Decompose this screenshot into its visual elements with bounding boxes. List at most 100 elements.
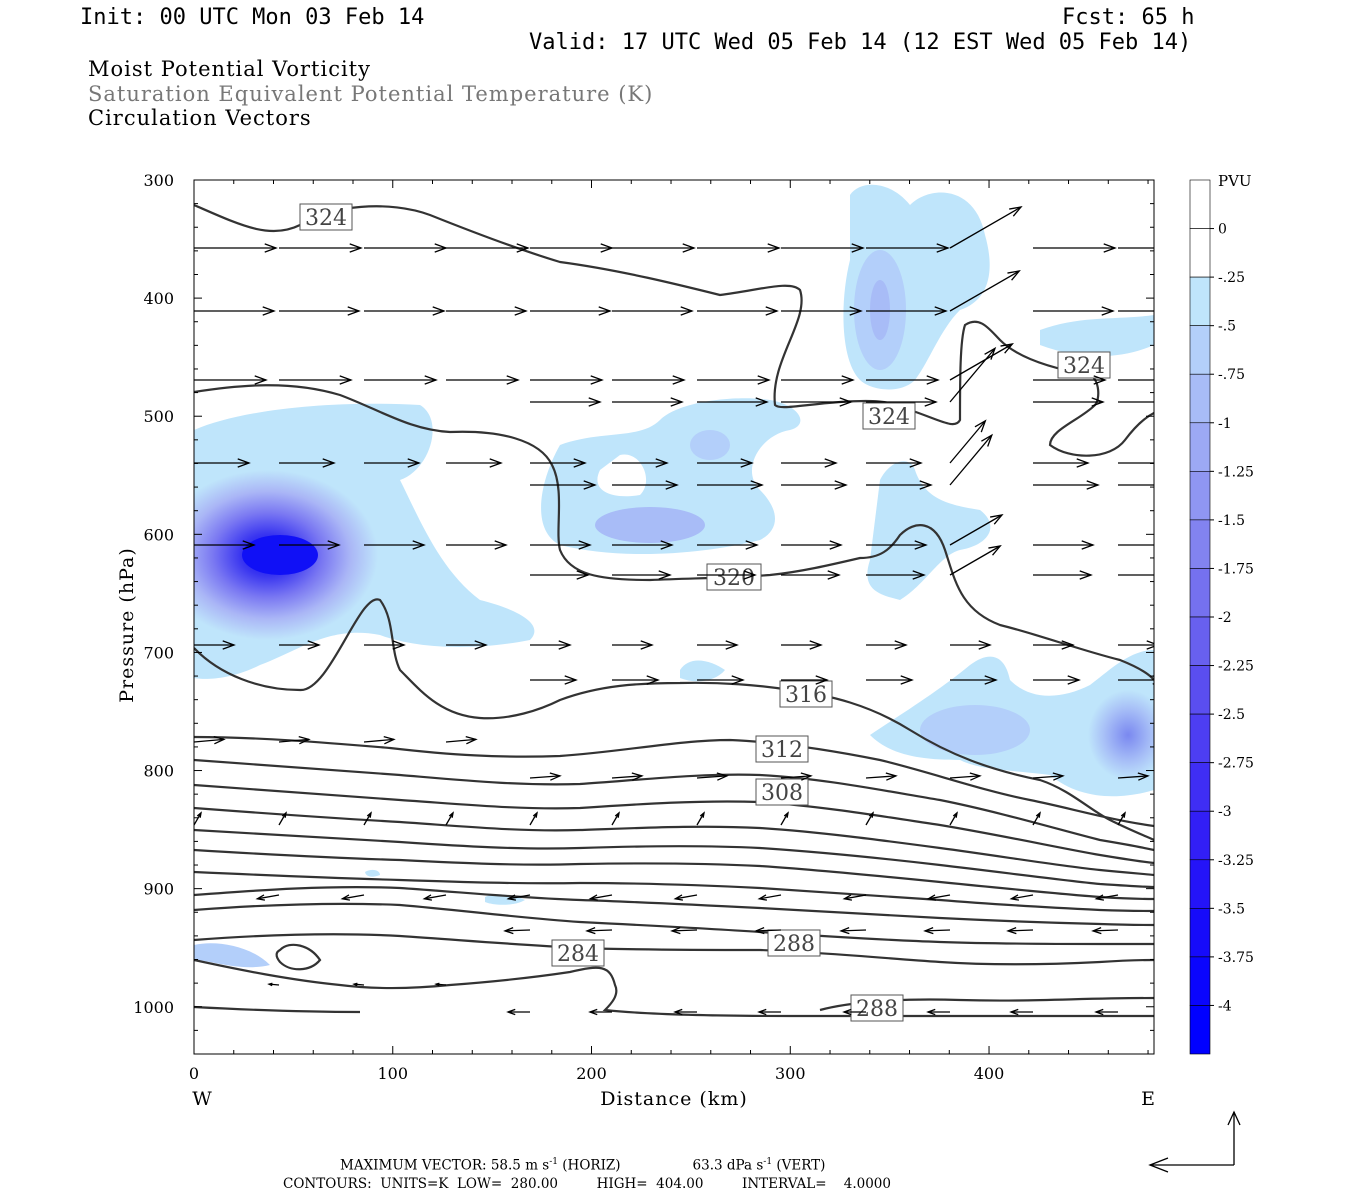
- vector-arrow: [1118, 640, 1154, 650]
- vector-arrow: [612, 640, 654, 650]
- vector-arrow: [612, 540, 674, 550]
- contour-label: 320: [706, 563, 762, 591]
- vector-arrow: [279, 640, 321, 650]
- vector-arrow: [279, 243, 363, 253]
- vector-arrow: [866, 480, 933, 490]
- contour-label: 324: [1057, 351, 1111, 379]
- vector-arrow: [530, 540, 592, 550]
- field-title-vectors: Circulation Vectors: [88, 106, 312, 130]
- vector-arrow: [950, 640, 992, 650]
- colorbar-swatch: [1189, 665, 1211, 715]
- vector-arrow: [697, 397, 769, 407]
- vector-arrow: [585, 926, 613, 935]
- colorbar-label: 0: [1218, 222, 1227, 238]
- vector-arrow: [434, 982, 447, 987]
- colorbar-label: -4: [1218, 998, 1232, 1014]
- vector-arrow: [866, 540, 928, 550]
- vector-arrow: [949, 772, 982, 781]
- colorbar-label: -3.5: [1218, 901, 1245, 917]
- vector-arrow: [949, 206, 1023, 249]
- colorbar-label: -1.75: [1218, 561, 1254, 577]
- vector-arrow: [445, 811, 454, 826]
- vector-arrow: [1118, 401, 1154, 403]
- vector-arrow: [612, 675, 660, 685]
- vector-arrow: [612, 458, 669, 468]
- vector-arrow: [446, 243, 530, 253]
- vector-arrow: [1117, 772, 1150, 781]
- vector-arrow: [949, 343, 1014, 381]
- vector-arrow: [780, 772, 813, 781]
- vector-arrow: [194, 306, 276, 316]
- vector-arrow: [446, 540, 508, 550]
- vector-arrow: [1033, 570, 1093, 580]
- vector-arrow: [1033, 540, 1095, 550]
- contour-label: 324: [862, 402, 916, 430]
- vector-arrow: [530, 640, 572, 650]
- colorbar-label: -.75: [1218, 367, 1245, 383]
- vector-arrow: [363, 736, 396, 745]
- vector-arrow: [697, 243, 781, 253]
- vector-arrow: [611, 811, 620, 826]
- vector-arrow: [949, 419, 987, 464]
- vector-arrow: [1094, 1008, 1118, 1016]
- colorbar-label: -.5: [1218, 319, 1236, 335]
- vector-arrow: [1009, 894, 1034, 901]
- vector-arrow: [194, 895, 195, 896]
- x-axis-east-label: E: [1141, 1088, 1155, 1110]
- vector-arrow: [1032, 811, 1041, 826]
- vector-arrow: [279, 306, 361, 316]
- vector-arrow: [780, 811, 789, 826]
- vector-arrow: [278, 811, 287, 826]
- vector-arrow: [950, 675, 998, 685]
- vector-arrow: [194, 458, 251, 468]
- vector-arrow: [529, 772, 562, 781]
- vector-arrow: [866, 640, 908, 650]
- vector-arrow: [866, 570, 926, 580]
- reference-vector: [1148, 1110, 1241, 1173]
- vector-arrow: [612, 570, 672, 580]
- vector-arrow: [506, 1008, 530, 1016]
- vector-arrow: [364, 375, 438, 385]
- vector-arrow: [1033, 306, 1115, 316]
- vector-arrow: [445, 736, 478, 745]
- vector-arrow: [865, 772, 898, 781]
- contour-label: 288: [767, 929, 821, 957]
- x-tick-label: 0: [189, 1064, 199, 1083]
- y-tick-label: 600: [143, 525, 174, 544]
- vector-arrow: [1033, 375, 1107, 385]
- colorbar-swatch: [1189, 471, 1211, 521]
- vector-arrow: [949, 514, 1004, 546]
- vector-arrow: [255, 894, 280, 901]
- colorbar-label: -3: [1218, 804, 1232, 820]
- contour-316: [194, 598, 1154, 841]
- vector-arrow: [364, 640, 406, 650]
- colorbar-swatch: [1189, 276, 1211, 326]
- vector-arrow: [949, 811, 958, 826]
- vector-arrow: [866, 397, 938, 407]
- vector-arrow: [949, 270, 1021, 312]
- colorbar-swatch: [1189, 859, 1211, 909]
- colorbar-swatch: [1189, 1005, 1211, 1055]
- vector-arrow: [1091, 926, 1119, 935]
- vector-arrow: [364, 306, 446, 316]
- svg-text:324: 324: [305, 206, 347, 231]
- svg-text:284: 284: [557, 942, 599, 967]
- vector-arrow: [530, 570, 590, 580]
- colorbar-unit: PVU: [1218, 172, 1252, 190]
- max-vector-line: MAXIMUM VECTOR: 58.5 m s-1 (HORIZ) 63.3 d…: [340, 1157, 826, 1174]
- vector-arrow: [842, 894, 867, 901]
- colorbar-label: -1.5: [1218, 513, 1245, 529]
- vector-arrow: [923, 926, 951, 935]
- svg-text:320: 320: [713, 566, 755, 591]
- vector-arrow: [530, 243, 614, 253]
- vector-arrow: [1033, 243, 1117, 253]
- vector-arrow: [612, 243, 696, 253]
- svg-text:316: 316: [785, 683, 827, 708]
- vector-arrow: [781, 675, 829, 685]
- y-tick-label: 300: [143, 171, 174, 190]
- vector-arrow: [364, 243, 448, 253]
- colorbar-swatch: [1189, 810, 1211, 861]
- colorbar-swatch: [1189, 616, 1211, 666]
- init-time: Init: 00 UTC Mon 03 Feb 14: [80, 5, 425, 30]
- colorbar-label: -2.5: [1218, 707, 1245, 723]
